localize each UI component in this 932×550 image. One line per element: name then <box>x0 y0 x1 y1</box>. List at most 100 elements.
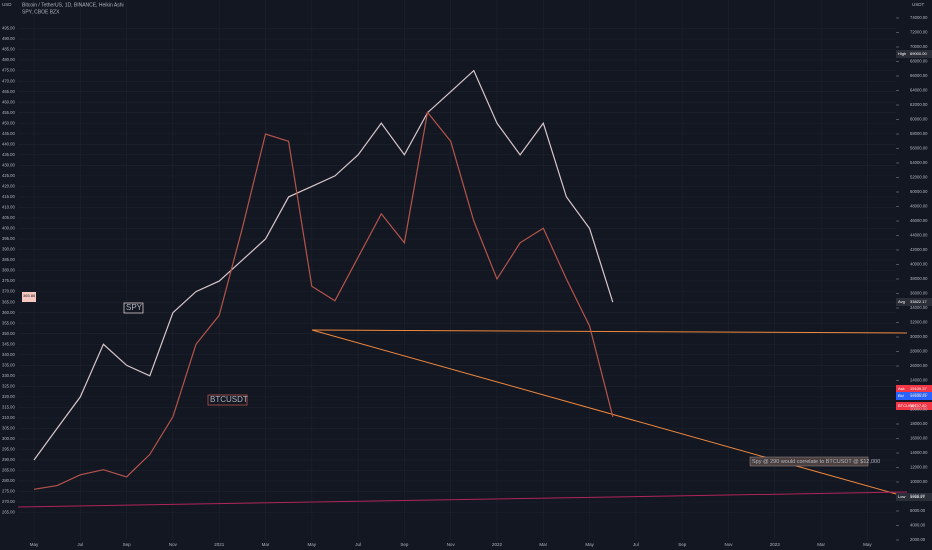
y2-tick-label: 34000.00 <box>910 305 928 310</box>
y2-tick-label: 10000.00 <box>910 479 928 484</box>
price-label-name: Ask <box>898 386 905 391</box>
price-label-name: BTCUSDT <box>898 403 917 408</box>
y-tick-label: 315.00 <box>2 405 15 410</box>
y-tick-label: 420.00 <box>2 183 15 188</box>
chart-title: Bitcoin / TetherUS, 1D, BINANCE, Heikin … <box>22 2 124 8</box>
price-label-name: Low <box>898 494 905 499</box>
trend-line <box>311 329 908 334</box>
y-tick-label: 335.00 <box>2 362 15 367</box>
y2-tick-label: 68000.00 <box>910 59 928 64</box>
price-label-bg <box>896 385 932 393</box>
y-tick-label: 380.00 <box>2 268 15 273</box>
y2-tick-label: 38000.00 <box>910 276 928 281</box>
price-label-value: 19105.21 <box>910 393 927 398</box>
y2-tick-label: 24000.00 <box>910 378 928 383</box>
price-label-value: 19109.37 <box>910 386 927 391</box>
y2-tick-label: 44000.00 <box>910 233 928 238</box>
x-tick-label: Jul <box>77 542 83 547</box>
y2-tick-label: 48000.00 <box>910 204 928 209</box>
y2-tick-label: 12000.00 <box>910 465 928 470</box>
y-tick-label: 455.00 <box>2 110 15 115</box>
x-tick-label: Sep <box>400 542 409 547</box>
plot: SPY BTCUSDT <box>33 69 614 490</box>
price-label-bg <box>896 392 932 400</box>
x-tick-label: Nov <box>447 542 456 547</box>
spy-price: 365.86 <box>23 293 36 298</box>
price-label-value: 69000.00 <box>910 51 927 56</box>
y2-tick-label: 70000.00 <box>910 44 928 49</box>
y-tick-label: 375.00 <box>2 278 15 283</box>
y-tick-label: 480.00 <box>2 57 15 62</box>
x-tick-label: Sep <box>123 542 132 547</box>
x-tick-label: 2023 <box>770 542 781 547</box>
y2-tick-label: 66000.00 <box>910 73 928 78</box>
series-line <box>33 110 614 490</box>
y-tick-label: 395.00 <box>2 236 15 241</box>
trend-line <box>311 329 908 498</box>
y2-tick-label: 6000.00 <box>910 508 926 513</box>
price-label-bg <box>896 298 932 306</box>
grid <box>18 0 899 541</box>
price-label-bg <box>896 493 932 501</box>
annotation-box <box>749 456 869 467</box>
y-tick-label: 285.00 <box>2 468 15 473</box>
y2-tick-label: 72000.00 <box>910 30 928 35</box>
y2-tick-label: 16000.00 <box>910 436 928 441</box>
trend-line <box>17 491 908 508</box>
y2-tick-label: 42000.00 <box>910 247 928 252</box>
x-tick-label: Mar <box>817 542 825 547</box>
y-tick-label: 465.00 <box>2 89 15 94</box>
y-tick-label: 450.00 <box>2 120 15 125</box>
y2-tick-label: 64000.00 <box>910 88 928 93</box>
series-line <box>33 69 614 461</box>
y2-tick-label: 36000.00 <box>910 291 928 296</box>
y2-tick-label: 40000.00 <box>910 262 928 267</box>
y2-tick-label: 52000.00 <box>910 175 928 180</box>
y-tick-label: 475.00 <box>2 68 15 73</box>
y-tick-label: 325.00 <box>2 383 15 388</box>
legend-box <box>123 302 144 314</box>
y-tick-label: 275.00 <box>2 489 15 494</box>
price-box <box>22 292 36 302</box>
price-label-name: Bid <box>898 393 904 398</box>
y-tick-label: 345.00 <box>2 341 15 346</box>
y-tick-label: 320.00 <box>2 394 15 399</box>
price-label-value: 1468.37 <box>910 494 925 499</box>
y2-tick-label: 2000.00 <box>910 537 926 542</box>
y2-tick-label: 30000.00 <box>910 334 928 339</box>
y2-tick-label: 32000.00 <box>910 320 928 325</box>
y-tick-label: 470.00 <box>2 78 15 83</box>
y-tick-label: 490.00 <box>2 36 15 41</box>
y2-tick-label: 58000.00 <box>910 131 928 136</box>
y2-tick-label: 46000.00 <box>910 218 928 223</box>
annotation: Spy @ 290 would correlate to BTCUSDT @ $… <box>752 459 880 465</box>
x-tick-label: Jul <box>633 542 639 547</box>
y2-tick-label: 50000.00 <box>910 189 928 194</box>
y2-tick-label: 74000.00 <box>910 15 928 20</box>
right-labels: High 69000.00 Avg 33822.17 Ask 19109.37 Bid 191… <box>896 50 932 501</box>
y2-tick-label: 8000.00 <box>910 494 926 499</box>
y2-tick-label: 60000.00 <box>910 117 928 122</box>
y2-tick-label: 20000.00 <box>910 407 928 412</box>
x-tick-label: Nov <box>724 542 733 547</box>
y2-tick-label: 4000.00 <box>910 523 926 528</box>
y-tick-label: 405.00 <box>2 215 15 220</box>
y-tick-label: 280.00 <box>2 478 15 483</box>
x-tick-label: May <box>30 542 39 547</box>
price-label-bg <box>896 50 932 58</box>
price-label-bg <box>896 402 932 410</box>
y-tick-label: 295.00 <box>2 447 15 452</box>
y-tick-label: 385.00 <box>2 257 15 262</box>
legend-label: SPY <box>126 303 143 312</box>
y-tick-label: 270.00 <box>2 499 15 504</box>
y-tick-label: 350.00 <box>2 331 15 336</box>
y2-tick-label: 22000.00 <box>910 392 928 397</box>
price-label-value: 33822.17 <box>910 299 927 304</box>
y2-tick-label: 26000.00 <box>910 363 928 368</box>
y-axis-label: USD <box>2 2 12 7</box>
x-tick-label: Mar <box>262 542 270 547</box>
y-tick-label: 340.00 <box>2 352 15 357</box>
y-tick-label: 300.00 <box>2 436 15 441</box>
